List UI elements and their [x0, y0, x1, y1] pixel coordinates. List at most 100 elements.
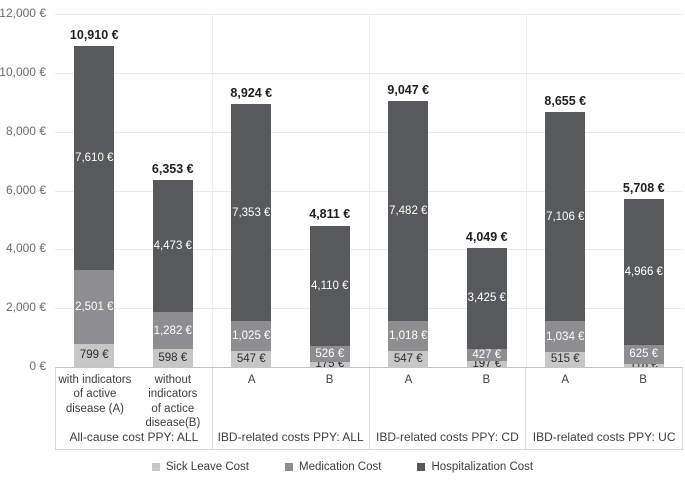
bar-total-label: 9,047 € — [387, 82, 430, 97]
group-separator-line — [212, 14, 213, 367]
category-group: A B IBD-related costs PPY: ALL — [211, 368, 369, 449]
bar-segment: 598 € — [152, 349, 193, 367]
bar-total-label: 8,924 € — [230, 86, 273, 101]
segment-value-label: 625 € — [629, 348, 659, 361]
segment-value-label: 598 € — [158, 352, 188, 365]
category-row: with indicators of active disease (A) wit… — [56, 368, 212, 431]
y-tick-label: 6,000 € — [5, 182, 46, 197]
bar-segment: 547 € — [388, 350, 429, 367]
category-group: with indicators of active disease (A) wit… — [56, 368, 212, 449]
segment-value-label: 4,966 € — [624, 266, 663, 279]
bar-segment: 7,106 € — [545, 112, 586, 322]
category-label: A — [404, 374, 413, 386]
bar-segment: 7,610 € — [74, 46, 115, 270]
category-label: without indicators of actice disease(B) — [145, 374, 201, 430]
bar-segment: 1,282 € — [152, 311, 193, 350]
group-label: All-cause cost PPY: ALL — [69, 430, 199, 444]
y-axis: 12,000 € 10,000 € 8,000 € 6,000 € 4,000 € 2,0… — [0, 0, 52, 420]
bar: 547 € 1,025 € 7,353 € 8,924 € — [230, 86, 272, 367]
bar-segment: 7,482 € — [388, 100, 429, 321]
group-label: IBD-related costs PPY: UC — [532, 430, 676, 444]
category-label: B — [639, 374, 647, 386]
segment-value-label: 7,610 € — [75, 152, 114, 164]
y-tick-label: 0 € — [29, 359, 46, 373]
segment-value-label: 515 € — [550, 353, 580, 366]
category-group: A B IBD-related costs PPY: UC — [525, 368, 682, 449]
legend-swatch — [285, 463, 293, 471]
bar-segment: 7,353 € — [231, 104, 272, 321]
segment-value-label: 526 € — [315, 348, 345, 361]
bar-segment: 427 € — [466, 348, 507, 362]
bar: 175 €526 €4,110 €4,811 € — [309, 207, 350, 370]
group-label: IBD-related costs PPY: CD — [376, 430, 519, 444]
bar-segment: 526 € — [309, 346, 350, 362]
bar: 598 € 1,282 € 4,473 € 6,353 € — [152, 162, 194, 367]
bar-segment: 515 € — [545, 351, 586, 367]
category-label: A — [247, 374, 256, 386]
legend-item: Medication Cost — [285, 461, 381, 473]
segment-value-label: 4,110 € — [310, 279, 349, 292]
segment-value-label: 547 € — [236, 352, 266, 365]
y-tick-label: 10,000 € — [0, 64, 46, 79]
legend-label: Medication Cost — [299, 461, 382, 473]
bar: 118 €625 €4,966 €5,708 € — [623, 181, 665, 371]
segment-value-label: 7,482 € — [389, 204, 428, 217]
legend-label: Hospitalization Cost — [431, 461, 534, 473]
bar-segment: 1,018 € — [388, 320, 429, 351]
segment-value-label: 799 € — [79, 349, 109, 362]
group-label: IBD-related costs PPY: ALL — [217, 430, 364, 444]
bar-segment: 2,501 € — [74, 269, 115, 344]
bar-segment: 4,966 € — [623, 199, 664, 346]
bar-total-label: 8,655 € — [544, 94, 587, 109]
group-separator-line — [526, 14, 527, 367]
segment-value-label: 7,106 € — [546, 210, 585, 223]
category-label: with indicators of active disease (A) — [58, 374, 132, 415]
segment-value-label: 2,501 € — [75, 300, 114, 313]
bar-segment: 3,425 € — [466, 247, 507, 349]
bar-segment: 1,025 € — [231, 320, 272, 351]
segment-value-label: 1,018 € — [389, 329, 428, 342]
bar-segment: 799 € — [74, 343, 115, 367]
legend-swatch — [417, 463, 426, 471]
bar-total-label: 10,910 € — [69, 28, 119, 43]
bar: 799 € 2,501 € 7,610 € 10,910 € — [70, 28, 119, 367]
bar-segment: 547 € — [231, 350, 272, 367]
bar-segment: 4,110 € — [309, 225, 350, 347]
legend: Sick Leave Cost Medication Cost Hospitaliz… — [0, 456, 685, 478]
bar: 197 €427 €3,425 €4,049 € — [466, 230, 508, 370]
plot-area: 799 € 2,501 € 7,610 € 10,910 € 598 € 1,282 € 4… — [55, 14, 683, 371]
bar-segment: 625 € — [623, 345, 664, 364]
y-tick-label: 8,000 € — [5, 123, 46, 138]
legend-item: Sick Leave Cost — [151, 461, 249, 473]
category-group: A B IBD-related costs PPY: CD — [368, 368, 526, 449]
bar: 547 € 1,018 € 7,482 € 9,047 € — [387, 83, 429, 367]
bar-total-label: 6,353 € — [151, 162, 194, 177]
bar-segment: 4,473 € — [152, 180, 193, 312]
segment-value-label: 4,473 € — [153, 239, 192, 252]
segment-value-label: 1,034 € — [546, 330, 585, 343]
bar-segment: 1,034 € — [545, 321, 586, 352]
category-axis: with indicators of active disease (A) wit… — [55, 367, 683, 450]
legend-label: Sick Leave Cost — [165, 461, 249, 473]
group-separator-line — [369, 14, 370, 367]
segment-value-label: 1,025 € — [232, 329, 271, 342]
segment-value-label: 427 € — [472, 348, 502, 361]
segment-value-label: 1,282 € — [153, 324, 192, 337]
bar-total-label: 4,811 € — [309, 207, 351, 222]
segment-value-label: 3,425 € — [467, 292, 506, 305]
y-tick-label: 2,000 € — [5, 300, 46, 315]
bar-total-label: 5,708 € — [622, 181, 665, 196]
segment-value-label: 7,353 € — [232, 206, 271, 219]
bar: 515 € 1,034 € 7,106 € 8,655 € — [544, 94, 586, 367]
category-label: B — [482, 374, 491, 386]
legend-swatch — [151, 463, 160, 471]
category-label: A — [561, 374, 570, 386]
segment-value-label: 547 € — [393, 352, 423, 365]
category-label: B — [325, 374, 334, 386]
y-tick-label: 12,000 € — [0, 6, 46, 20]
y-tick-label: 4,000 € — [5, 241, 46, 256]
